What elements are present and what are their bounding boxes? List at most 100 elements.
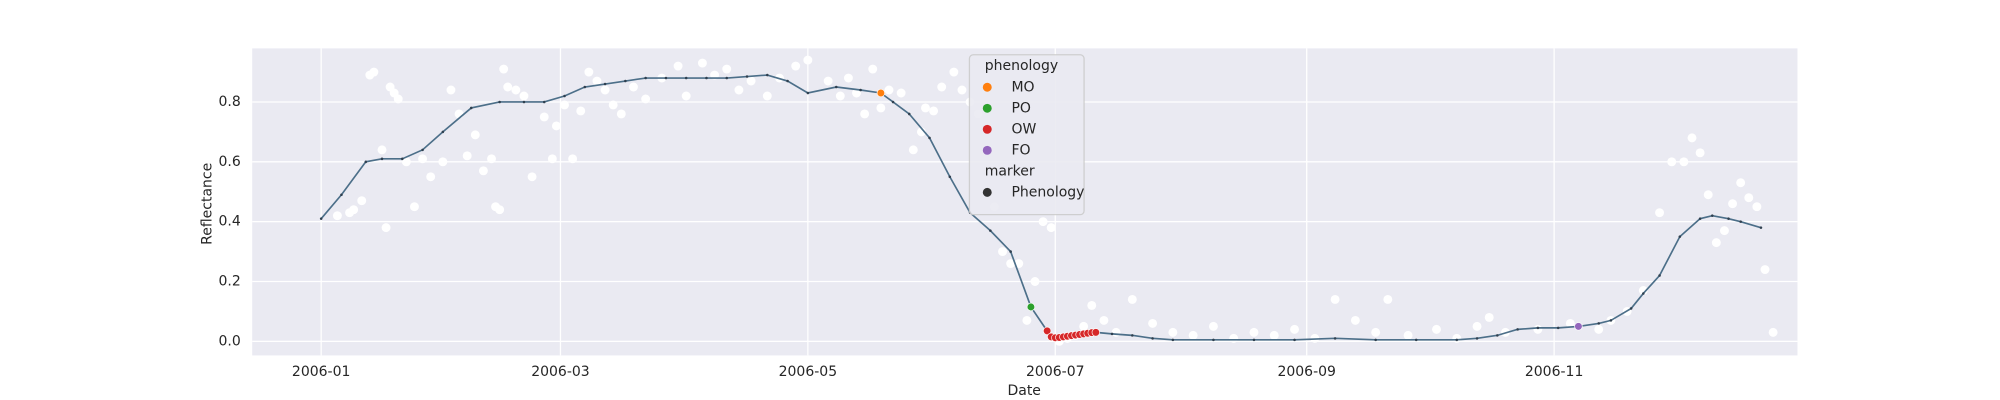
observation-point: [734, 85, 744, 95]
observation-point: [1728, 199, 1738, 209]
observation-point: [608, 100, 618, 110]
y-tick-label: 0.2: [218, 274, 240, 290]
observation-point: [1038, 217, 1048, 227]
line-dot: [1131, 334, 1134, 337]
line-dot: [1171, 338, 1175, 342]
line-dot: [786, 79, 789, 83]
observation-point: [1719, 226, 1729, 236]
observation-point: [1452, 333, 1462, 343]
observation-point: [884, 85, 894, 95]
observation-point: [876, 103, 886, 113]
observation-point: [418, 154, 428, 164]
legend-title: phenology: [985, 58, 1058, 74]
observation-point: [722, 64, 732, 74]
observation-point: [860, 109, 870, 119]
line-dot: [664, 76, 668, 80]
observation-point: [527, 172, 537, 182]
observation-point: [843, 73, 853, 83]
y-tick-label: 0.4: [218, 214, 240, 230]
observation-point: [1752, 202, 1762, 212]
observation-point: [937, 82, 947, 92]
line-dot: [319, 217, 323, 220]
line-dot: [624, 79, 627, 83]
line-dot: [705, 76, 708, 80]
line-dot: [1455, 338, 1459, 342]
x-tick-label: 2006-05: [779, 364, 838, 380]
observation-point: [592, 76, 602, 86]
line-dot: [1609, 319, 1613, 322]
observation-point: [803, 55, 813, 65]
line-dot: [421, 148, 424, 152]
line-dot: [766, 73, 769, 77]
observation-point: [426, 172, 436, 182]
x-tick-label: 2006-11: [1525, 364, 1584, 380]
x-tick-label: 2006-03: [531, 364, 590, 380]
line-dot: [684, 76, 688, 80]
observation-point: [401, 157, 411, 167]
observation-point: [1022, 315, 1032, 325]
line-dot: [1110, 332, 1114, 336]
line-dot: [583, 85, 587, 89]
observation-point: [929, 106, 939, 116]
observation-point: [560, 100, 569, 110]
observation-point: [1127, 295, 1137, 304]
observation-point: [393, 94, 403, 104]
observation-point: [1744, 193, 1754, 203]
line-dot: [1516, 328, 1519, 331]
line-dot: [1678, 235, 1682, 238]
legend-label: Phenology: [1011, 184, 1084, 200]
observation-point: [1432, 324, 1441, 334]
observation-point: [1667, 157, 1677, 167]
observation-point: [487, 154, 496, 164]
observation-point: [462, 151, 472, 161]
observation-point: [1046, 223, 1056, 233]
observation-point: [762, 91, 772, 101]
observation-point: [1403, 330, 1413, 340]
observation-point: [681, 91, 691, 101]
y-axis-label: Reflectance: [200, 163, 216, 245]
line-dot: [1759, 226, 1763, 229]
observation-point: [547, 154, 557, 164]
line-dot: [928, 136, 931, 140]
line-dot: [441, 130, 445, 134]
line-dot: [542, 100, 546, 104]
observation-point: [409, 202, 419, 212]
observation-point: [957, 85, 967, 95]
observation-point: [584, 67, 594, 77]
line-dot: [989, 229, 992, 232]
observation-point: [641, 94, 651, 104]
observation-point: [1679, 157, 1689, 167]
line-dot: [1629, 307, 1633, 310]
legend-marker: [982, 82, 992, 92]
observation-point: [835, 91, 845, 101]
x-axis-label: Date: [1007, 383, 1040, 399]
observation-point: [1111, 327, 1121, 337]
observation-point: [1383, 295, 1393, 304]
line-dot: [644, 76, 647, 80]
observation-point: [551, 121, 561, 131]
line-dot: [859, 88, 862, 92]
observation-point: [1687, 133, 1697, 143]
observation-point: [1655, 208, 1665, 218]
line-dot: [498, 100, 501, 104]
observation-point: [629, 82, 638, 92]
observation-point: [1371, 327, 1381, 337]
phenology-point: [1043, 326, 1052, 336]
observation-point: [673, 61, 683, 71]
line-dot: [1642, 292, 1645, 295]
legend-subtitle: marker: [985, 163, 1035, 179]
line-dot: [834, 85, 838, 89]
legend-marker: [982, 124, 992, 134]
observation-point: [600, 85, 610, 95]
observation-point: [1330, 295, 1340, 304]
observation-point: [1350, 315, 1360, 325]
observation-point: [503, 82, 513, 92]
observation-point: [478, 166, 488, 176]
line-dot: [1151, 337, 1154, 340]
observation-point: [1229, 333, 1239, 343]
legend-label: OW: [1011, 121, 1036, 137]
observation-point: [868, 64, 878, 74]
line-dot: [563, 94, 566, 98]
legend-marker: [982, 187, 992, 197]
observation-point: [1565, 318, 1575, 328]
